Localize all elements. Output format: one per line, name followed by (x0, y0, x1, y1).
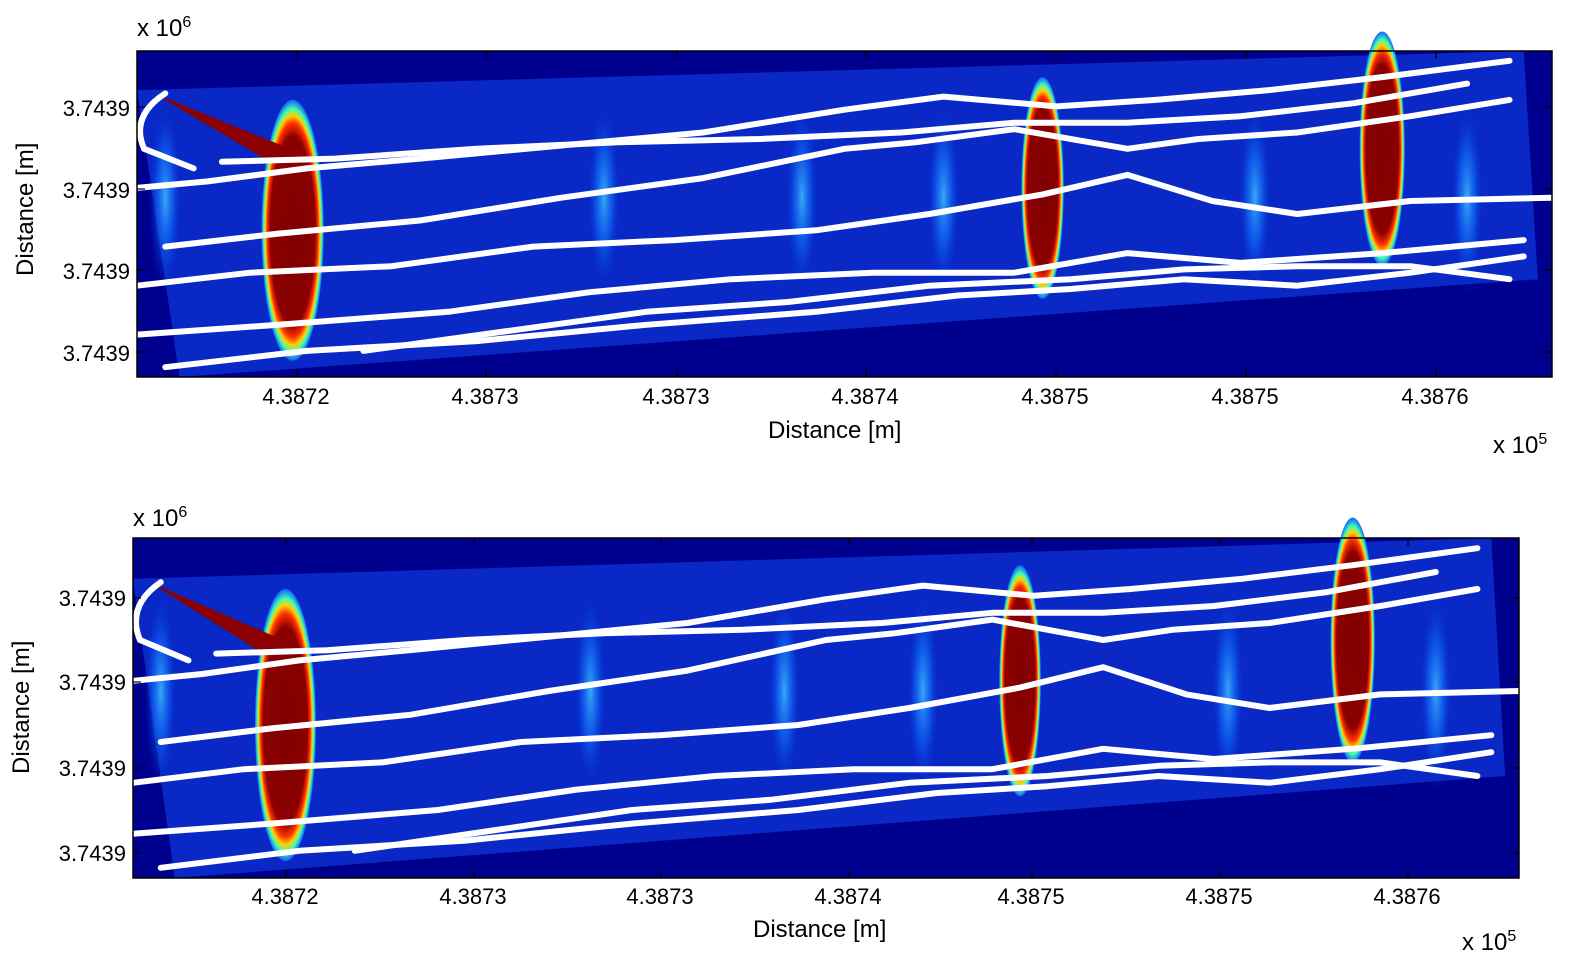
x-tick-label: 4.3873 (642, 384, 710, 409)
x-axis-label-bottom: Distance [m] (753, 916, 887, 943)
x-tick-label: 4.3875 (1211, 384, 1279, 409)
track-line (130, 545, 1481, 684)
track-line (134, 237, 1527, 338)
x-tick-label: 4.3873 (439, 884, 507, 909)
x-tick-label: 4.3874 (831, 384, 899, 409)
x-tick-label: 4.3872 (262, 384, 330, 409)
y-tick-label: 3.7439 (58, 586, 126, 611)
field-band (137, 51, 1538, 377)
axes-box (136, 50, 1553, 378)
heatmap-plot-bottom (130, 517, 1522, 879)
track-line (213, 569, 1439, 657)
y-axis-label-bottom: Distance [m] (8, 640, 35, 774)
intensity-streak (785, 99, 820, 296)
intensity-hotspot (1359, 31, 1405, 267)
x-tick-label: 4.3875 (1021, 384, 1089, 409)
x-multiplier-bottom: x 105 (1462, 928, 1517, 956)
intensity-streak (148, 99, 183, 296)
intensity-hotspot (1330, 517, 1375, 763)
track-line (218, 80, 1471, 165)
x-tick-label: 4.3872 (251, 884, 319, 909)
y-axis-label-top: Distance [m] (12, 142, 39, 276)
intensity-streak (767, 589, 802, 793)
x-tick-label: 4.3873 (626, 884, 694, 909)
track-line (130, 664, 1522, 786)
intensity-streak (1237, 99, 1272, 296)
track-line (133, 579, 192, 664)
y-multiplier-top: x 106 (137, 14, 192, 42)
heatmap-panel-top: x 106 3.7439 3.7439 3.7439 3.7439 4.3872… (12, 14, 1555, 459)
track-line (351, 759, 1481, 854)
track-line (162, 96, 1513, 250)
x-axis-label-top: Distance [m] (768, 417, 902, 444)
y-tick-label: 3.7439 (58, 841, 126, 866)
axes-box (132, 537, 1520, 879)
track-line (134, 171, 1555, 289)
intensity-streak (906, 589, 940, 793)
y-multiplier-bottom: x 106 (133, 504, 188, 532)
track-line (360, 263, 1513, 354)
intensity-streak (1211, 589, 1245, 793)
track-line (134, 57, 1513, 191)
y-tick-label: 3.7439 (58, 670, 126, 695)
heatmap-panel-bottom: x 106 3.7439 3.7439 3.7439 3.7439 4.3872… (0, 484, 1582, 968)
y-tick-label: 3.7439 (58, 756, 126, 781)
x-tick-label: 4.3876 (1401, 384, 1469, 409)
intensity-streak (926, 99, 961, 296)
intensity-wedge (153, 93, 314, 159)
intensity-streak (573, 589, 608, 793)
x-multiplier-top: x 105 (1493, 431, 1548, 459)
heatmap-plot-top (134, 31, 1555, 378)
y-tick-label: 3.7439 (62, 96, 130, 121)
track-line (137, 90, 197, 172)
x-tick-label: 4.3874 (814, 884, 882, 909)
x-tick-label: 4.3875 (997, 884, 1065, 909)
x-tick-label: 4.3875 (1185, 884, 1253, 909)
x-tick-label: 4.3873 (451, 384, 519, 409)
y-tick-label: 3.7439 (62, 178, 130, 203)
intensity-wedge (149, 582, 307, 651)
intensity-streak (144, 589, 178, 793)
y-tick-label: 3.7439 (62, 341, 130, 366)
intensity-streak (586, 99, 621, 296)
track-line (157, 586, 1481, 745)
y-tick-label: 3.7439 (62, 259, 130, 284)
field-band (133, 538, 1506, 878)
track-line (130, 732, 1495, 837)
x-tick-label: 4.3876 (1373, 884, 1441, 909)
